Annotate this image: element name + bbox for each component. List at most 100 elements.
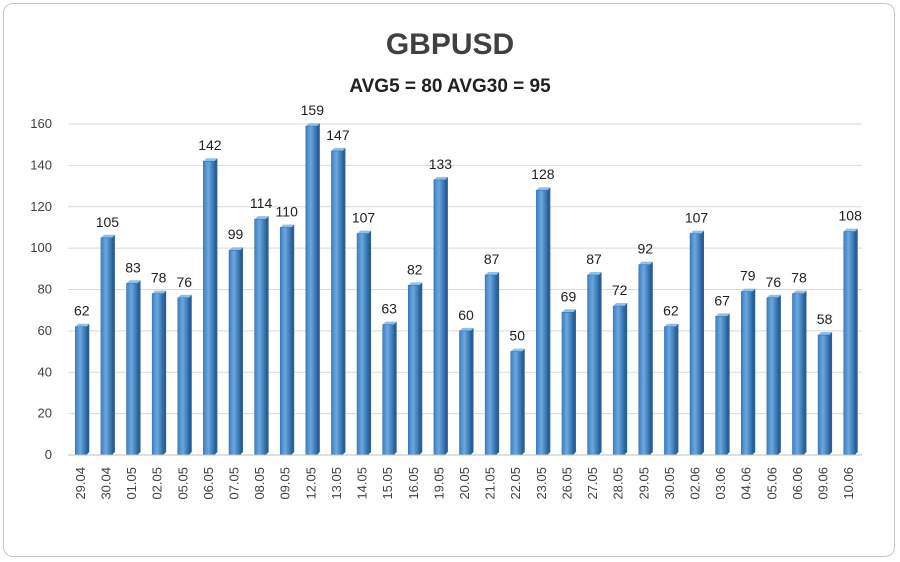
bar-front <box>126 283 138 456</box>
bar <box>177 294 192 456</box>
bar-side <box>854 228 858 455</box>
data-label: 105 <box>96 214 120 230</box>
bar-front <box>254 218 266 456</box>
bar-top <box>100 234 115 238</box>
bar-side <box>239 247 243 455</box>
bar-top <box>382 321 397 325</box>
bar-front <box>459 330 471 456</box>
bar-side <box>163 290 167 455</box>
bar-front <box>715 316 727 456</box>
x-tick-label: 06.06 <box>790 467 805 500</box>
bar-top <box>613 303 628 307</box>
x-tick-label: 30.05 <box>662 467 677 500</box>
y-tick-label: 40 <box>38 364 52 379</box>
bar-side <box>444 176 448 455</box>
bar <box>536 187 551 456</box>
bar-side <box>572 309 576 455</box>
bar-side <box>777 294 781 455</box>
data-label: 147 <box>326 127 350 143</box>
y-tick-label: 140 <box>30 157 52 172</box>
bar-front <box>843 231 855 456</box>
bar <box>331 147 346 456</box>
bar-top <box>228 247 243 251</box>
bar-side <box>726 313 730 455</box>
x-tick-label: 27.05 <box>585 467 600 500</box>
x-tick-label: 04.06 <box>739 467 754 500</box>
x-tick-label: 13.05 <box>329 467 344 500</box>
bar-front <box>664 326 676 456</box>
bar-top <box>843 228 858 232</box>
bar-top <box>741 288 756 292</box>
x-axis: 29.04 30.04 01.05 02.05 05.05 06.05 07.05 08.05… <box>68 454 862 500</box>
data-label: 50 <box>509 328 525 344</box>
data-label: 108 <box>839 208 863 224</box>
bar-top <box>75 323 90 327</box>
bar-side <box>547 187 551 455</box>
bar-side <box>393 321 397 455</box>
bar <box>459 327 474 456</box>
bar <box>843 228 858 456</box>
data-label: 62 <box>74 303 90 319</box>
bar <box>433 176 448 456</box>
bar-top <box>177 294 192 298</box>
x-tick-label: 12.05 <box>303 467 318 500</box>
bar-side <box>342 147 346 456</box>
data-label: 62 <box>663 303 679 319</box>
data-label: 67 <box>714 292 730 308</box>
bar <box>408 282 423 456</box>
bar <box>817 332 833 456</box>
x-tick-label: 15.05 <box>380 467 395 500</box>
bar-side <box>368 230 372 455</box>
bar-top <box>254 216 269 220</box>
bar-top <box>561 309 576 313</box>
y-tick-label: 80 <box>38 282 52 297</box>
bar-front <box>766 297 779 456</box>
bar-top <box>818 332 833 336</box>
bar <box>740 288 756 456</box>
bar-side <box>829 332 833 455</box>
bar-top <box>485 272 500 276</box>
x-tick-label: 16.05 <box>406 467 421 500</box>
bar-side <box>803 290 807 455</box>
bar-side <box>470 327 474 455</box>
bar-front <box>75 326 87 456</box>
data-label: 107 <box>352 210 376 226</box>
bar-side <box>188 294 192 455</box>
data-label: 87 <box>484 251 500 267</box>
bar-front <box>587 274 599 456</box>
bar-front <box>177 297 190 456</box>
bar-front <box>792 293 804 456</box>
bar-front <box>817 334 830 456</box>
bar-top <box>433 176 448 180</box>
bar <box>75 323 90 456</box>
x-tick-label: 01.05 <box>124 467 139 500</box>
bar-top <box>408 282 423 286</box>
bar-side <box>496 272 500 455</box>
bar-side <box>214 158 218 456</box>
bar-front <box>203 160 215 456</box>
bar-side <box>265 216 269 455</box>
bar-top <box>715 313 730 317</box>
data-label: 159 <box>301 102 325 118</box>
bar <box>510 348 525 456</box>
bar <box>356 230 372 456</box>
bar <box>689 230 705 456</box>
bar-front <box>612 305 625 456</box>
x-tick-label: 22.05 <box>508 467 523 500</box>
data-label: 128 <box>531 166 555 182</box>
data-label: 87 <box>586 251 602 267</box>
data-label: 69 <box>561 288 577 304</box>
x-tick-label: 23.05 <box>534 467 549 500</box>
bar <box>151 290 167 456</box>
bar-top <box>510 348 525 352</box>
x-tick-label: 14.05 <box>355 467 370 500</box>
bar-top <box>331 147 346 151</box>
bar-side <box>291 224 295 455</box>
data-label: 72 <box>612 282 628 298</box>
bar-front <box>305 125 318 456</box>
y-tick-label: 0 <box>45 447 52 462</box>
bar-top <box>792 290 807 294</box>
x-tick-label: 07.05 <box>226 467 241 500</box>
bar <box>561 309 576 456</box>
x-tick-label: 06.05 <box>201 467 216 500</box>
